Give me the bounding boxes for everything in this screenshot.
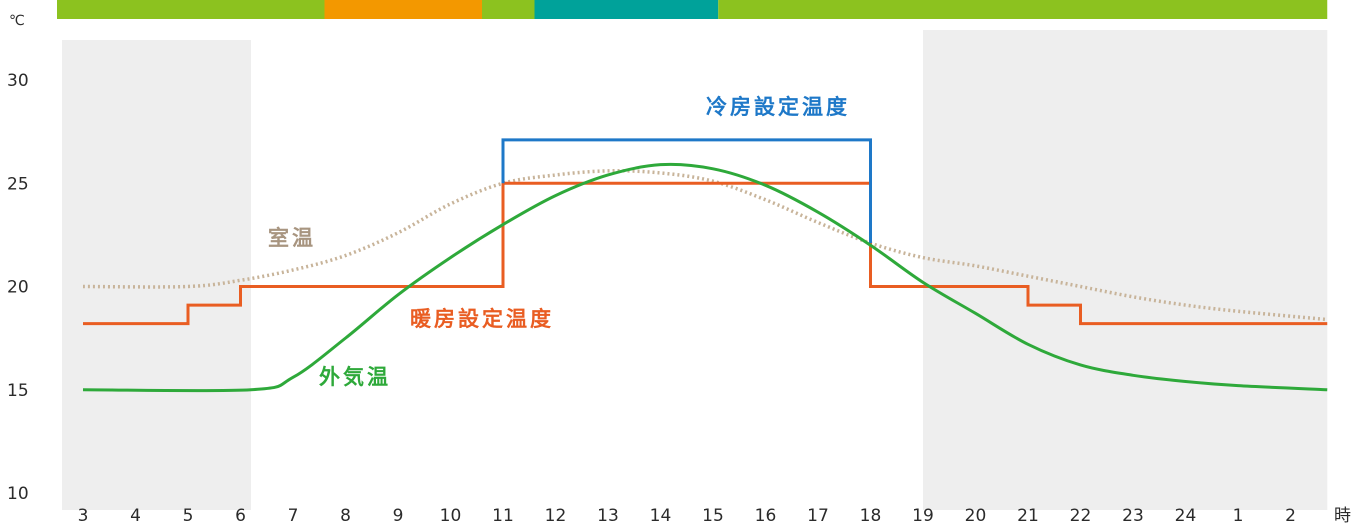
x-tick-label: 16 xyxy=(755,506,777,526)
x-tick-label: 6 xyxy=(235,506,246,526)
x-tick-label: 22 xyxy=(1070,506,1092,526)
cooling-setpoint-line xyxy=(501,138,872,244)
x-tick-label: 12 xyxy=(545,506,567,526)
shaded-periods xyxy=(62,30,1328,510)
x-tick-label: 20 xyxy=(965,506,987,526)
y-tick-label: 25 xyxy=(7,174,29,194)
x-tick-label: 15 xyxy=(702,506,724,526)
heating-setpoint-label: 暖房設定温度 xyxy=(410,307,554,331)
room-temp-line xyxy=(82,169,1328,322)
time-bar-segment xyxy=(482,0,535,19)
x-tick-label: 7 xyxy=(288,506,299,526)
outdoor-temp-label: 外気温 xyxy=(319,365,391,389)
x-tick-label: 1 xyxy=(1233,506,1244,526)
x-tick-label: 3 xyxy=(78,506,89,526)
heating-setpoint-line xyxy=(83,181,1328,326)
x-tick-label: 2 xyxy=(1285,506,1296,526)
time-bar-segment xyxy=(57,0,325,19)
x-unit-label: 時 xyxy=(1334,506,1351,526)
outdoor-temp-line xyxy=(82,162,1328,393)
x-tick-label: 19 xyxy=(912,506,934,526)
y-axis-ticks: 30 25 20 15 10 xyxy=(7,71,29,504)
x-tick-label: 21 xyxy=(1017,506,1039,526)
shaded-period xyxy=(62,40,251,510)
x-tick-label: 4 xyxy=(130,506,141,526)
x-tick-label: 17 xyxy=(807,506,829,526)
shaded-period xyxy=(923,30,1328,510)
cooling-setpoint-label: 冷房設定温度 xyxy=(706,95,850,119)
y-tick-label: 10 xyxy=(7,484,29,504)
time-bar-segment xyxy=(324,0,482,19)
y-tick-label: 15 xyxy=(7,381,29,401)
x-tick-label: 18 xyxy=(860,506,882,526)
x-tick-label: 13 xyxy=(597,506,619,526)
time-bar-segment xyxy=(534,0,719,19)
time-period-bar xyxy=(57,0,1328,19)
room-temp-label: 室温 xyxy=(268,226,316,250)
x-tick-label: 8 xyxy=(340,506,351,526)
x-tick-label: 11 xyxy=(492,506,514,526)
series-lines xyxy=(82,138,1328,393)
time-bar-segment xyxy=(718,0,1328,19)
x-tick-label: 14 xyxy=(650,506,672,526)
x-tick-label: 5 xyxy=(183,506,194,526)
y-tick-label: 30 xyxy=(7,71,29,91)
x-axis-ticks: 3 4 5 6 7 8 9 10 11 12 13 14 15 16 17 18 19 20 21 22 23 24 1 2 xyxy=(78,506,1296,526)
x-tick-label: 23 xyxy=(1122,506,1144,526)
x-tick-label: 24 xyxy=(1175,506,1197,526)
y-tick-label: 20 xyxy=(7,278,29,298)
x-tick-label: 10 xyxy=(440,506,462,526)
y-unit-label: ℃ xyxy=(9,13,25,29)
x-tick-label: 9 xyxy=(393,506,404,526)
